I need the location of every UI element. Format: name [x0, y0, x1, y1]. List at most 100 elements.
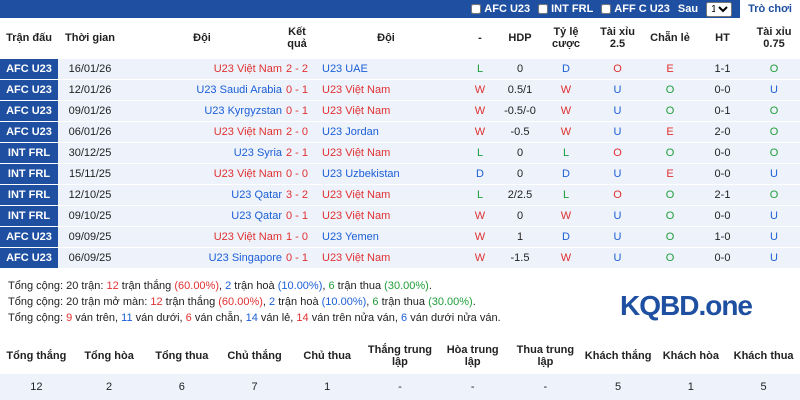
cell: 0-0	[697, 163, 748, 185]
summary-text: ván dưới nửa ván.	[407, 312, 501, 324]
summary-text: (30.00%)	[428, 296, 473, 308]
match-row: INT FRL 15/11/25 U23 Việt Nam 0 - 0 U23 Uzbe…	[0, 163, 800, 185]
totals-value: 2	[72, 374, 146, 400]
totals-value: 5	[727, 374, 800, 400]
cell: E	[643, 121, 697, 143]
summary-text: 2	[269, 296, 276, 308]
cell: D	[540, 226, 592, 248]
filter-option[interactable]: AFF C U23	[601, 3, 670, 15]
cell: E	[643, 58, 697, 80]
summary-text: trận thua	[334, 280, 385, 292]
cell: U23 Việt Nam	[312, 205, 460, 227]
cell: U23 Việt Nam	[122, 226, 282, 248]
cell: D	[460, 163, 500, 185]
cell: 0 - 0	[282, 163, 312, 185]
cell: 2-0	[697, 121, 748, 143]
totals-header-cell: Chủ thắng	[227, 350, 282, 362]
cell: 0	[500, 163, 540, 185]
summary-text: ván chẵn,	[191, 312, 246, 324]
summary-text: 6	[372, 296, 379, 308]
cell: O	[643, 100, 697, 122]
summary-text: ván trên nửa ván,	[308, 312, 402, 324]
game-button[interactable]: Trò chơi	[740, 0, 800, 18]
cell: INT FRL	[0, 205, 58, 227]
cell: O	[643, 205, 697, 227]
count-select[interactable]: 10	[706, 1, 733, 17]
cell: U	[748, 247, 800, 268]
summary-text: ,	[366, 296, 373, 308]
cell: O	[748, 142, 800, 164]
cell: U23 Việt Nam	[312, 142, 460, 164]
cell: AFC U23	[0, 121, 58, 143]
cell: 30/12/25	[58, 142, 122, 164]
totals-value: 5	[581, 374, 655, 400]
totals-header-cell: Khách thua	[733, 350, 794, 362]
summary-text: (60.00%)	[174, 280, 219, 292]
summary-text: (10.00%)	[277, 280, 323, 292]
filter-label: AFF C U23	[614, 3, 670, 15]
column-header: -	[460, 18, 500, 59]
summary-text: ván trên,	[72, 312, 122, 324]
totals-header-cell: Khách thắng	[584, 350, 652, 362]
cell: 06/01/26	[58, 121, 122, 143]
cell: D	[540, 58, 592, 80]
cell: W	[460, 79, 500, 101]
table-body: AFC U23 16/01/26 U23 Việt Nam 2 - 2 U23 UAE L…	[0, 58, 800, 268]
cell: U23 Việt Nam	[312, 184, 460, 206]
summary-text: .	[428, 280, 432, 292]
summary-text: Tổng cộng: 20 trận:	[8, 280, 107, 292]
cell: O	[748, 58, 800, 80]
summary-text: ,	[219, 280, 226, 292]
cell: U23 Singapore	[122, 247, 282, 268]
totals-value: 6	[145, 374, 219, 400]
totals-value: -	[436, 374, 510, 400]
filter-checkbox[interactable]	[538, 4, 549, 14]
column-header: Đội	[122, 18, 282, 59]
summary-text: 11	[121, 312, 133, 324]
cell: U23 Việt Nam	[122, 58, 282, 80]
cell: 2/2.5	[500, 184, 540, 206]
cell: U23 Uzbekistan	[312, 163, 460, 185]
filter-checkbox[interactable]	[601, 4, 612, 14]
column-header: HT	[697, 18, 748, 59]
totals-value: 1	[654, 374, 728, 400]
cell: -1.5	[500, 247, 540, 268]
totals-header-cell: Thua trung lập	[516, 344, 575, 368]
column-header: Thời gian	[58, 18, 122, 59]
filter-option[interactable]: INT FRL	[538, 3, 593, 15]
summary-text: 6	[328, 280, 335, 292]
after-label: Sau	[677, 3, 699, 15]
cell: U	[592, 121, 643, 143]
cell: O	[643, 184, 697, 206]
column-header: Trận đấu	[0, 18, 58, 59]
summary-text: ván dưới,	[132, 312, 186, 324]
summary-line: Tổng cộng: 20 trận mở màn: 12 trận thắng…	[8, 294, 568, 310]
summary-text: trận hoà	[275, 296, 322, 308]
filter-option[interactable]: AFC U23	[471, 3, 530, 15]
cell: U23 Việt Nam	[312, 100, 460, 122]
cell: O	[748, 184, 800, 206]
cell: O	[643, 142, 697, 164]
cell: AFC U23	[0, 58, 58, 80]
cell: U	[592, 226, 643, 248]
summary: Tổng cộng: 20 trận: 12 trận thắng (60.00…	[8, 278, 568, 326]
cell: -0.5/-0	[500, 100, 540, 122]
column-header: HDP	[500, 18, 540, 59]
cell: AFC U23	[0, 100, 58, 122]
filter-checkbox[interactable]	[471, 4, 482, 14]
column-header: Đội	[312, 18, 460, 59]
filter-bar: AFC U23 INT FRL AFF C U23 Sau 10 Trò chơi	[0, 0, 800, 18]
cell: W	[460, 121, 500, 143]
summary-text: .	[472, 296, 476, 308]
header-row: Trận đấu Thời gian Đội Kết quả Đội - HDP Tỷ lệ …	[0, 18, 800, 59]
cell: 0.5/1	[500, 79, 540, 101]
cell: 2 - 2	[282, 58, 312, 80]
cell: U23 UAE	[312, 58, 460, 80]
column-header: Chẵn lẻ	[643, 18, 697, 59]
cell: U23 Yemen	[312, 226, 460, 248]
summary-text: trận thắng	[162, 296, 219, 308]
totals-value: 12	[0, 374, 73, 400]
summary-line: Tổng cộng: 9 ván trên, 11 ván dưới, 6 vá…	[8, 310, 568, 326]
cell: 0 - 1	[282, 205, 312, 227]
cell: -0.5	[500, 121, 540, 143]
